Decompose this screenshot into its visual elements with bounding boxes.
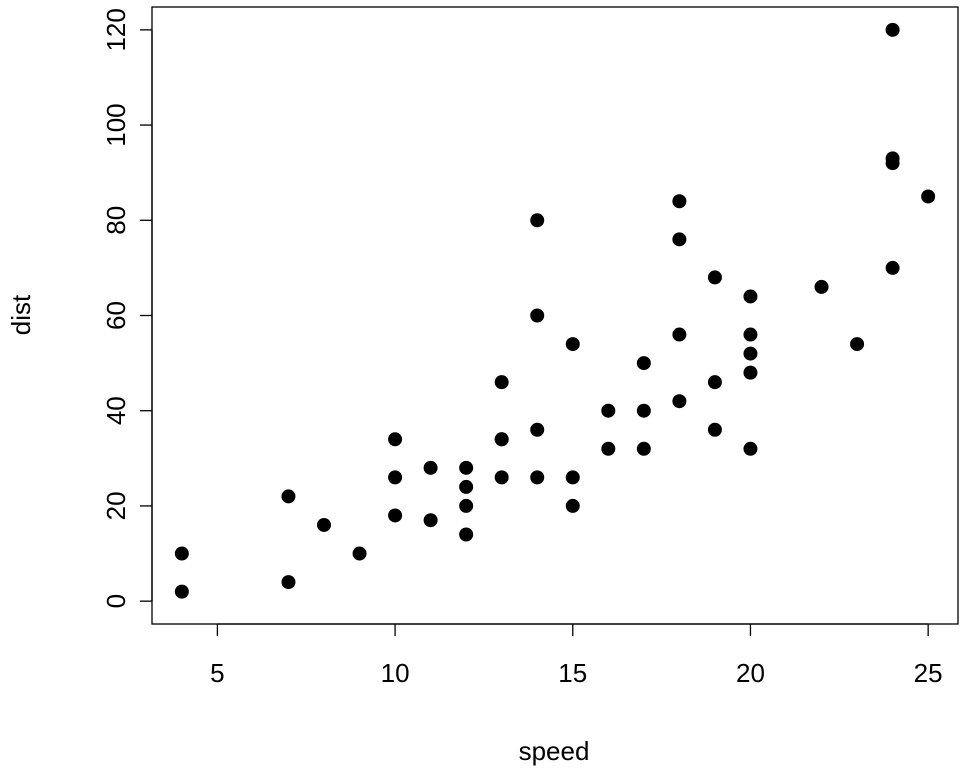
point — [565, 498, 580, 513]
point — [885, 260, 900, 275]
point — [565, 337, 580, 352]
point — [530, 308, 545, 323]
x-tick-label: 5 — [210, 658, 224, 688]
point — [459, 498, 474, 513]
point — [494, 470, 509, 485]
point — [530, 213, 545, 228]
point — [388, 432, 403, 447]
point — [743, 289, 758, 304]
x-tick-label: 15 — [558, 658, 587, 688]
point — [707, 270, 722, 285]
point — [494, 375, 509, 390]
y-tick-label: 40 — [101, 396, 131, 425]
point — [672, 232, 687, 247]
point — [317, 517, 332, 532]
x-axis-label: speed — [519, 736, 590, 766]
x-tick-label: 20 — [736, 658, 765, 688]
point — [388, 508, 403, 523]
point — [459, 479, 474, 494]
point — [921, 189, 936, 204]
point — [885, 151, 900, 166]
point — [423, 460, 438, 475]
point — [565, 470, 580, 485]
point — [459, 527, 474, 542]
point — [707, 375, 722, 390]
point — [743, 327, 758, 342]
point — [672, 194, 687, 209]
point — [388, 470, 403, 485]
point — [743, 441, 758, 456]
y-tick-label: 0 — [101, 594, 131, 608]
point — [743, 346, 758, 361]
point — [814, 279, 829, 294]
point — [707, 422, 722, 437]
y-tick-label: 120 — [101, 8, 131, 51]
x-tick-label: 25 — [914, 658, 943, 688]
point — [281, 489, 296, 504]
x-tick-label: 10 — [381, 658, 410, 688]
y-axis-label: dist — [6, 294, 36, 335]
y-tick-label: 60 — [101, 301, 131, 330]
point — [672, 394, 687, 409]
point — [743, 365, 758, 380]
point — [601, 403, 616, 418]
point — [885, 22, 900, 37]
point — [494, 432, 509, 447]
point — [281, 575, 296, 590]
point — [636, 441, 651, 456]
point — [530, 422, 545, 437]
y-tick-label: 20 — [101, 491, 131, 520]
plot-box — [151, 6, 959, 625]
point — [459, 460, 474, 475]
point — [530, 470, 545, 485]
y-tick-label: 80 — [101, 206, 131, 235]
point — [636, 356, 651, 371]
point — [174, 584, 189, 599]
y-tick-label: 100 — [101, 103, 131, 146]
point — [601, 441, 616, 456]
point — [850, 337, 865, 352]
point — [352, 546, 367, 561]
point — [672, 327, 687, 342]
point — [636, 403, 651, 418]
point — [174, 546, 189, 561]
point — [423, 513, 438, 528]
